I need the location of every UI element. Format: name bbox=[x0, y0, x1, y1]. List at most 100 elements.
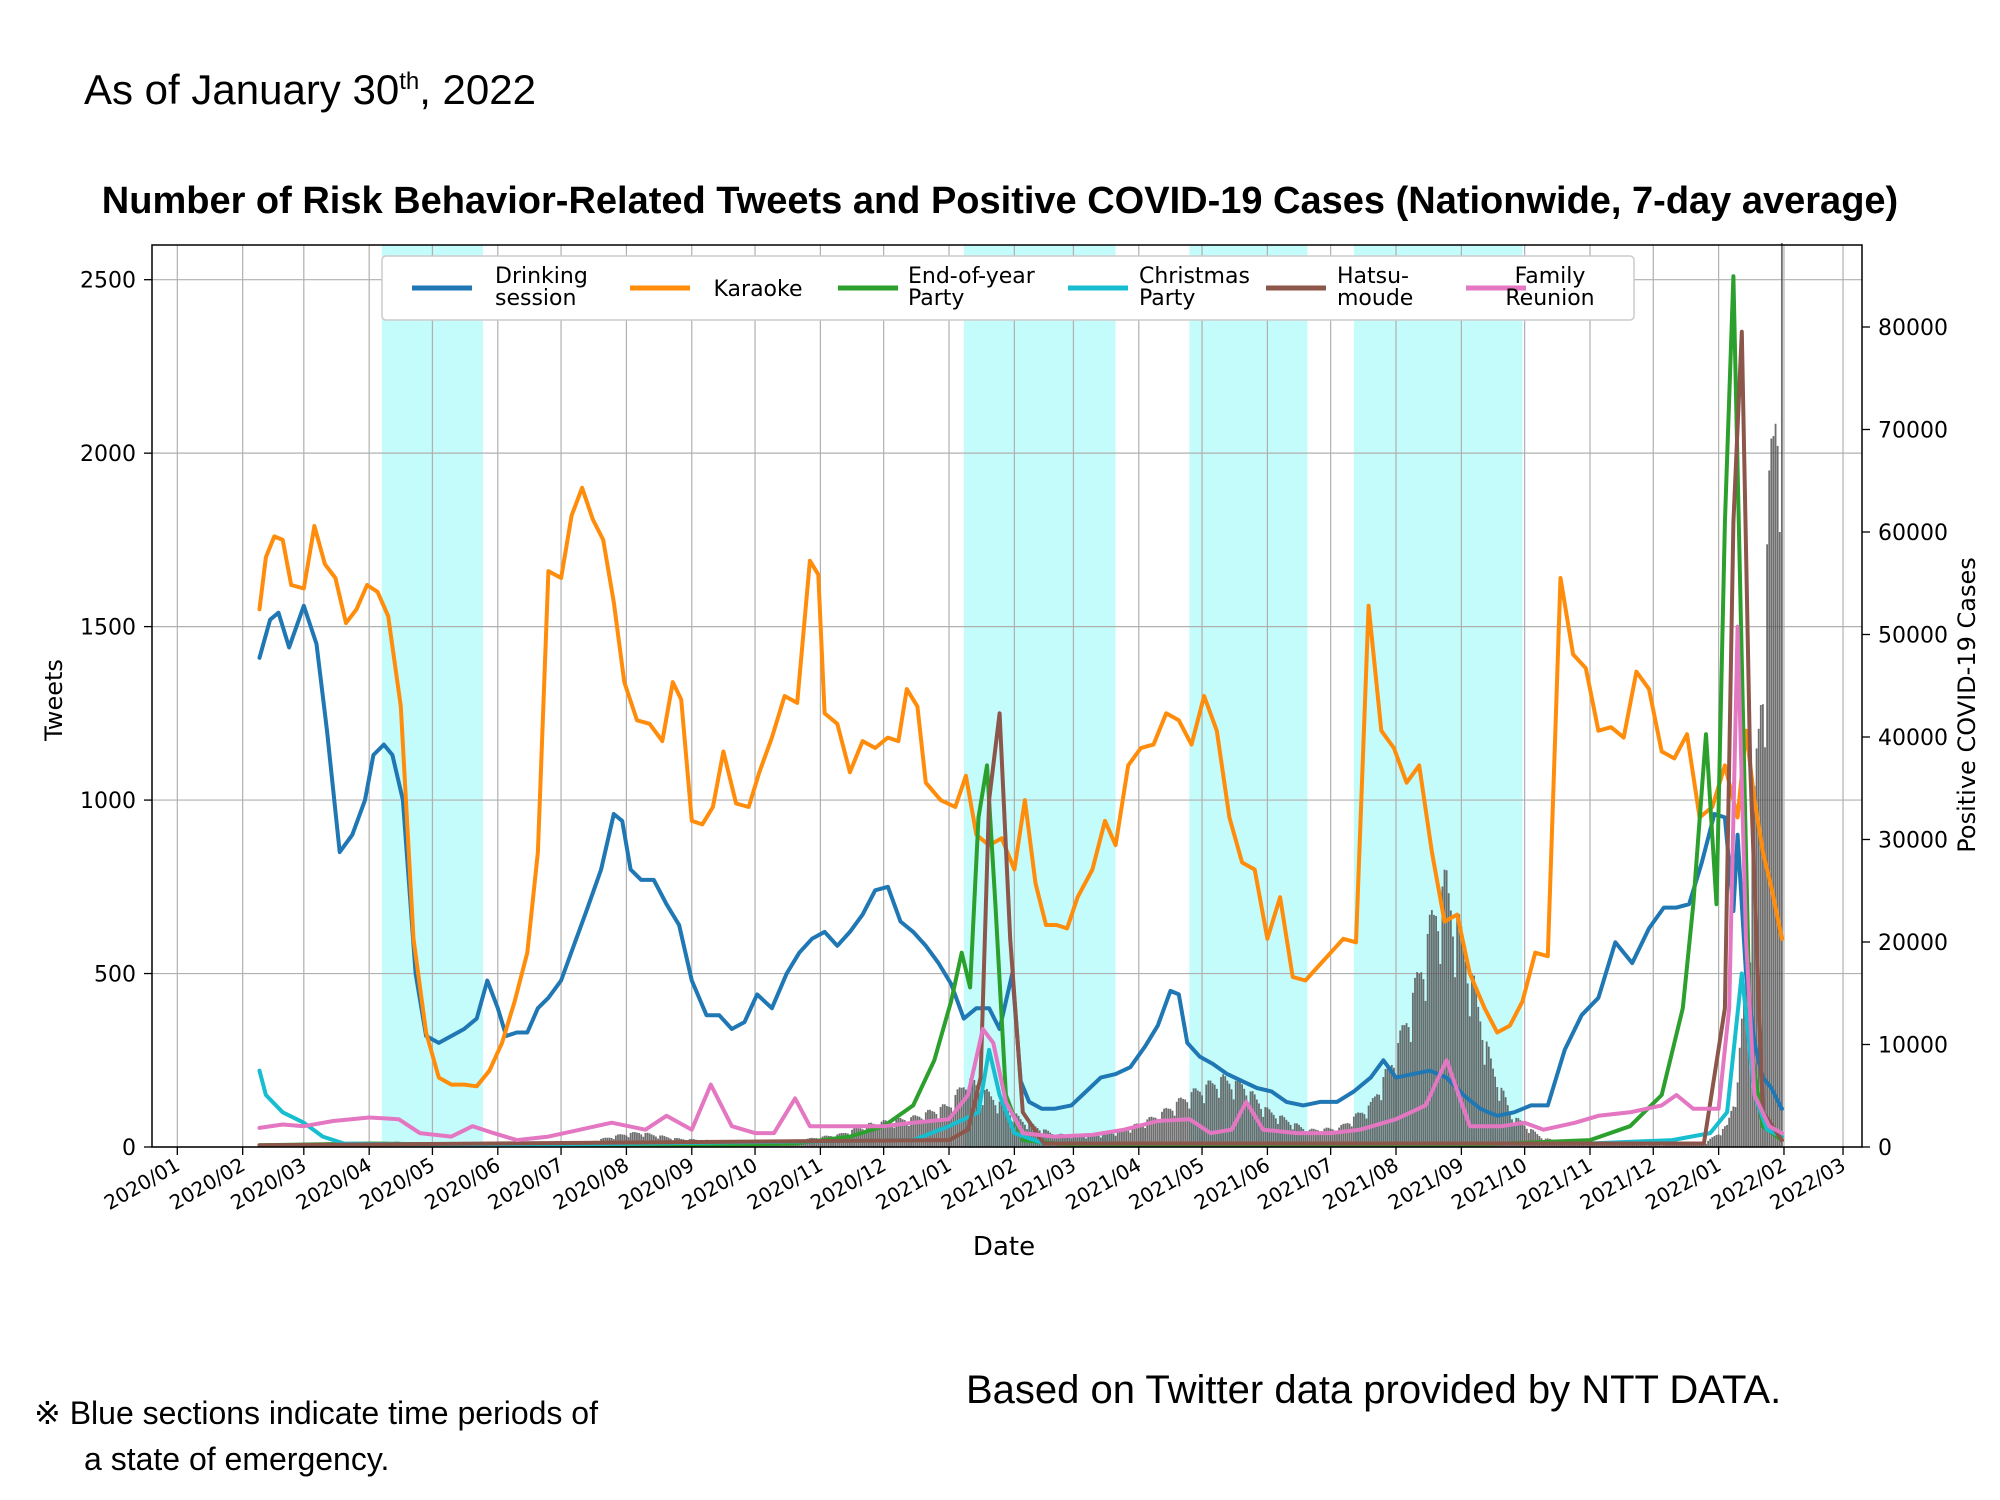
cases-bar bbox=[1483, 1064, 1486, 1147]
cases-bar bbox=[1045, 1129, 1047, 1147]
cases-bar bbox=[1462, 946, 1465, 1147]
cases-bar bbox=[876, 1125, 879, 1147]
cases-bar bbox=[1618, 1144, 1621, 1147]
series-line bbox=[257, 624, 1784, 1143]
cases-bar bbox=[1681, 1144, 1684, 1147]
cases-bar bbox=[1158, 1122, 1161, 1147]
cases-bar bbox=[1310, 1128, 1313, 1147]
cases-bar bbox=[1530, 1128, 1532, 1147]
cases-bar bbox=[1477, 1006, 1480, 1147]
cases-bar bbox=[1473, 975, 1475, 1147]
cases-bar bbox=[1757, 728, 1760, 1147]
cases-bar bbox=[1605, 1144, 1608, 1147]
cases-bar bbox=[1196, 1090, 1199, 1147]
cases-bar bbox=[920, 1118, 923, 1147]
cases-bar bbox=[996, 1113, 999, 1147]
cases-bar bbox=[891, 1123, 893, 1147]
cases-bar bbox=[867, 1122, 870, 1147]
cases-bar bbox=[1137, 1123, 1140, 1147]
cases-bar bbox=[1586, 1144, 1589, 1147]
cases-bar bbox=[1348, 1123, 1351, 1147]
cases-bar bbox=[872, 1123, 875, 1147]
cases-bar bbox=[1726, 1124, 1728, 1147]
y-tick-label: 2500 bbox=[80, 269, 136, 294]
cases-bar bbox=[1525, 1128, 1528, 1147]
cases-bar bbox=[1251, 1091, 1254, 1147]
cases-bar bbox=[1515, 1117, 1518, 1147]
cases-bar bbox=[1650, 1145, 1653, 1147]
cases-bar bbox=[1336, 1133, 1338, 1147]
cases-bar bbox=[1388, 1065, 1391, 1147]
cases-bar bbox=[1778, 532, 1781, 1147]
emergency-band bbox=[963, 245, 1116, 1147]
cases-bar bbox=[1371, 1098, 1374, 1147]
cases-bar bbox=[1772, 436, 1775, 1147]
cases-bar bbox=[1091, 1134, 1094, 1147]
cases-bar bbox=[1766, 544, 1769, 1147]
cases-bar bbox=[1736, 1082, 1739, 1147]
cases-bar bbox=[1637, 1144, 1640, 1147]
cases-bar bbox=[1504, 1097, 1507, 1147]
cases-bar bbox=[1532, 1129, 1534, 1147]
cases-bar bbox=[1078, 1135, 1081, 1147]
cases-bar bbox=[1211, 1083, 1214, 1147]
cases-bar bbox=[1527, 1132, 1530, 1147]
cases-bar bbox=[1154, 1117, 1157, 1147]
y2-tick-label: 80000 bbox=[1878, 316, 1948, 341]
y2-tick-label: 40000 bbox=[1878, 726, 1948, 751]
cases-bar bbox=[1007, 1110, 1009, 1147]
cases-bar bbox=[1192, 1088, 1195, 1147]
cases-bar bbox=[979, 1095, 982, 1147]
cases-bar bbox=[1374, 1096, 1376, 1147]
x-axis-ticks: 2020/012020/022020/032020/042020/052020/… bbox=[100, 1147, 1850, 1215]
cases-bar bbox=[1409, 1041, 1412, 1147]
cases-bar bbox=[1508, 1111, 1511, 1147]
cases-bar bbox=[1095, 1135, 1098, 1147]
cases-bar bbox=[1173, 1115, 1176, 1147]
cases-bar bbox=[1445, 870, 1448, 1147]
cases-bar bbox=[1732, 1106, 1735, 1147]
cases-bar bbox=[1498, 1100, 1501, 1147]
cases-bar bbox=[1449, 910, 1452, 1147]
legend-label: End-of-year bbox=[908, 264, 1036, 289]
cases-bar bbox=[859, 1128, 862, 1147]
cases-bar bbox=[1205, 1084, 1208, 1147]
cases-bar bbox=[1209, 1080, 1212, 1147]
cases-bar bbox=[853, 1128, 856, 1147]
cases-bar bbox=[1009, 1115, 1012, 1147]
cases-bar bbox=[1201, 1095, 1203, 1147]
cases-bar bbox=[927, 1109, 929, 1147]
cases-bar bbox=[1780, 242, 1783, 1147]
cases-bar bbox=[1102, 1133, 1104, 1147]
cases-bar bbox=[1346, 1123, 1349, 1147]
cases-bar bbox=[1011, 1121, 1014, 1147]
cases-bar bbox=[1696, 1144, 1699, 1147]
cases-bar bbox=[1331, 1129, 1334, 1147]
legend-label: Christmas bbox=[1139, 264, 1250, 289]
cases-bar bbox=[1106, 1132, 1109, 1147]
cases-bar bbox=[1487, 1046, 1490, 1147]
cases-bar bbox=[1671, 1145, 1674, 1147]
cases-bar bbox=[1129, 1132, 1132, 1147]
cases-bar bbox=[1702, 1144, 1705, 1147]
cases-bar bbox=[905, 1122, 908, 1147]
cases-bar bbox=[1768, 470, 1771, 1147]
cases-bar bbox=[1224, 1076, 1227, 1147]
cases-bar bbox=[1709, 1138, 1712, 1147]
cases-bar bbox=[1384, 1069, 1387, 1147]
cases-bar bbox=[994, 1105, 997, 1147]
cases-bar bbox=[1215, 1088, 1218, 1147]
cases-bar bbox=[1652, 1145, 1655, 1147]
cases-bar bbox=[1407, 1027, 1410, 1147]
cases-bar bbox=[1386, 1065, 1389, 1147]
cases-bar bbox=[646, 1132, 649, 1147]
legend-label: moude bbox=[1337, 286, 1413, 311]
cases-bar bbox=[1612, 1144, 1615, 1147]
cases-bar bbox=[1711, 1137, 1714, 1147]
cases-bar bbox=[1452, 936, 1454, 1147]
cases-bar bbox=[908, 1125, 910, 1147]
cases-bar bbox=[1127, 1130, 1130, 1147]
cases-bar bbox=[1622, 1144, 1625, 1147]
cases-bar bbox=[1376, 1094, 1378, 1147]
cases-bar bbox=[998, 1101, 1001, 1147]
